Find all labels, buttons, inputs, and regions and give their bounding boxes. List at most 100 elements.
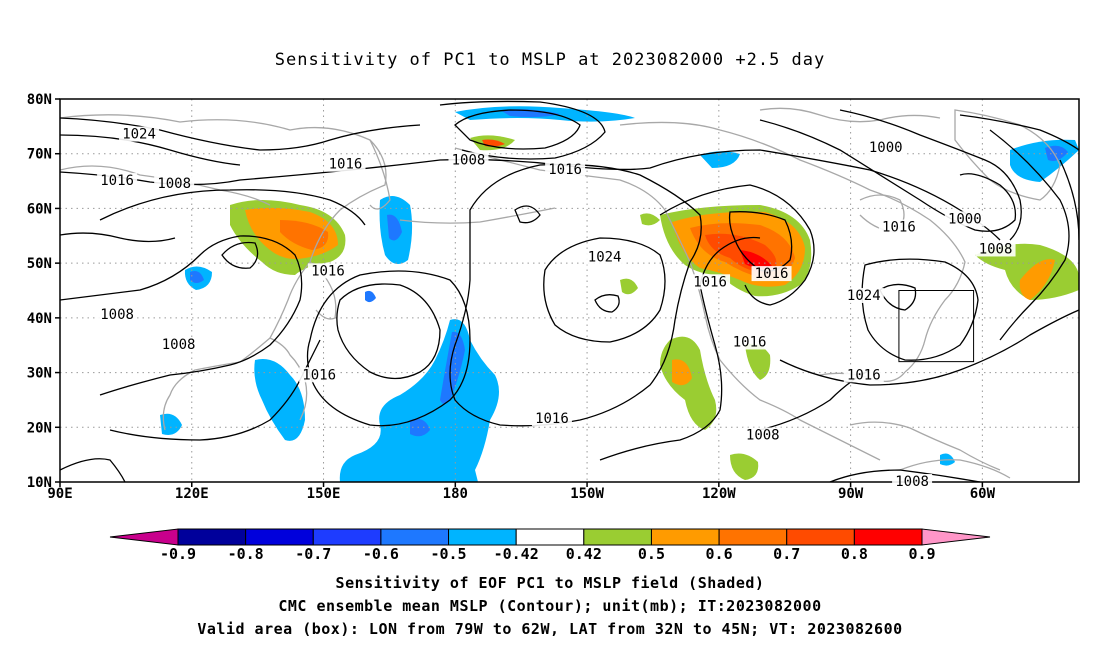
isobar-label: 1016 — [302, 367, 336, 383]
isobar-label: 1016 — [535, 411, 569, 427]
negative-sensitivity-region — [254, 359, 305, 441]
lon-label: 150E — [307, 486, 341, 502]
negative-sensitivity-region — [410, 418, 430, 437]
colorbar: -0.9 -0.8 -0.7 -0.6 -0.5 -0.42 0.42 0.5 0.6 0.7 0.… — [109, 528, 991, 563]
coastline-south-america — [899, 459, 1011, 479]
isobar-label-bg — [307, 263, 348, 279]
isobar-label-bg — [158, 337, 199, 353]
lat-label: 80N — [27, 92, 52, 108]
colorbar-swatch — [786, 528, 855, 546]
caption-contour: CMC ensemble mean MSLP (Contour); unit(m… — [278, 597, 822, 615]
isobar-label-bg — [299, 367, 340, 383]
isobar-label-bg — [531, 411, 572, 427]
isobar-1024-north-2 — [60, 134, 241, 166]
colorbar-swatch — [177, 528, 247, 546]
isobar-1016-north — [60, 149, 1001, 241]
isobar-label-bg — [545, 162, 586, 178]
coastline-hudson-bay — [859, 194, 905, 233]
colorbar-label: 0.42 — [566, 545, 602, 563]
coastlines — [60, 107, 1061, 479]
colorbar-label: 0.9 — [908, 545, 935, 563]
isobar-1008-sw — [60, 458, 126, 482]
isobar-1024-big-high — [543, 237, 666, 343]
isobar-1008-arctic — [454, 109, 581, 150]
colorbar-label: -0.9 — [160, 545, 196, 563]
lat-label: 70N — [27, 147, 52, 163]
isobar-1016-big-high — [449, 163, 702, 427]
positive-sensitivity-region — [620, 278, 638, 295]
coastline-arctic-islands — [759, 107, 941, 123]
positive-sensitivity-region — [745, 343, 771, 380]
lon-label: 120E — [175, 486, 209, 502]
coastline-asia — [60, 114, 387, 431]
negative-sensitivity-region — [387, 214, 402, 241]
colorbar-swatch — [718, 528, 788, 546]
isobar-label: 1024 — [847, 288, 881, 304]
caption-valid-area: Valid area (box): LON from 79W to 62W, L… — [197, 620, 903, 638]
colorbar-label: -0.7 — [295, 545, 331, 563]
isobar-1016-bermuda — [861, 258, 979, 361]
isobar-1000-polar — [759, 119, 1017, 232]
isobar-labels: 1024 1016 1008 1016 1008 1016 1024 1016 1008 1008… — [97, 126, 1016, 490]
coastline-alaska — [454, 147, 881, 461]
isobar-1008-greenland — [959, 114, 1079, 151]
lat-label: 20N — [27, 420, 52, 436]
isobar-label: 1016 — [100, 173, 134, 189]
negative-sensitivity-region — [440, 331, 465, 404]
isobar-1008-atlantic — [989, 129, 1070, 341]
isobar-label-bg — [843, 367, 884, 383]
isobar-label: 1008 — [895, 474, 929, 490]
colorbar-label: 0.7 — [773, 545, 800, 563]
isobar-label: 1024 — [122, 127, 156, 143]
isobar-1016-east-lower — [779, 309, 1079, 386]
coastline-aleutians — [399, 207, 556, 224]
isobar-label: 1008 — [100, 307, 134, 323]
colorbar-swatch — [583, 528, 652, 546]
isobar-label: 1024 — [588, 250, 622, 266]
isobar-label: 1000 — [948, 211, 982, 227]
positive-sensitivity-region — [740, 250, 772, 269]
isobar-1024-north — [60, 117, 421, 151]
isobar-label-bg — [892, 474, 933, 489]
lon-label: 90W — [838, 486, 864, 502]
coastline-greenland — [954, 109, 1061, 201]
isobar-1008-south — [829, 469, 981, 482]
positive-sensitivity-region — [280, 220, 329, 250]
colorbar-swatch — [650, 528, 720, 546]
colorbar-swatch — [380, 528, 450, 546]
isobar-label-bg — [690, 274, 731, 290]
colorbar-swatch — [448, 528, 517, 546]
negative-sensitivity-region — [365, 290, 376, 303]
isobar-1016-west — [60, 232, 176, 243]
isobar-label-bg — [584, 249, 625, 265]
positive-sensitivity-region — [640, 213, 660, 226]
isobar-label-bg — [865, 140, 906, 156]
colorbar-high-arrow — [921, 528, 991, 546]
isobar-1008-west — [60, 235, 303, 396]
positive-sensitivity-region — [975, 243, 1079, 300]
isobar-label-bg — [119, 126, 160, 142]
sensitivity-shading — [160, 106, 1079, 482]
isobar-label: 1016 — [882, 220, 916, 236]
isobar-label: 1008 — [746, 427, 780, 443]
lon-label: 180 — [443, 486, 468, 502]
colorbar-label: -0.42 — [494, 545, 539, 563]
colorbar-low-arrow — [109, 528, 179, 546]
isobar-label-bg — [944, 211, 985, 227]
lat-label: 60N — [27, 201, 52, 217]
isobar-1000-polar-2 — [839, 109, 1022, 241]
isobar-label: 1016 — [693, 274, 727, 290]
colorbar-swatch — [853, 528, 923, 546]
isobar-1024-ne — [514, 205, 541, 224]
caption-shading: Sensitivity of EOF PC1 to MSLP field (Sh… — [335, 574, 765, 592]
isobar-label: 1008 — [979, 241, 1013, 257]
colorbar-label: -0.5 — [430, 545, 466, 563]
negative-sensitivity-region — [500, 109, 560, 118]
colorbar-label: -0.8 — [228, 545, 264, 563]
isobar-label-bg — [97, 173, 138, 189]
isobar-label: 1016 — [548, 162, 582, 178]
isobar-label: 1008 — [452, 152, 486, 168]
isobar-label: 1016 — [847, 367, 881, 383]
